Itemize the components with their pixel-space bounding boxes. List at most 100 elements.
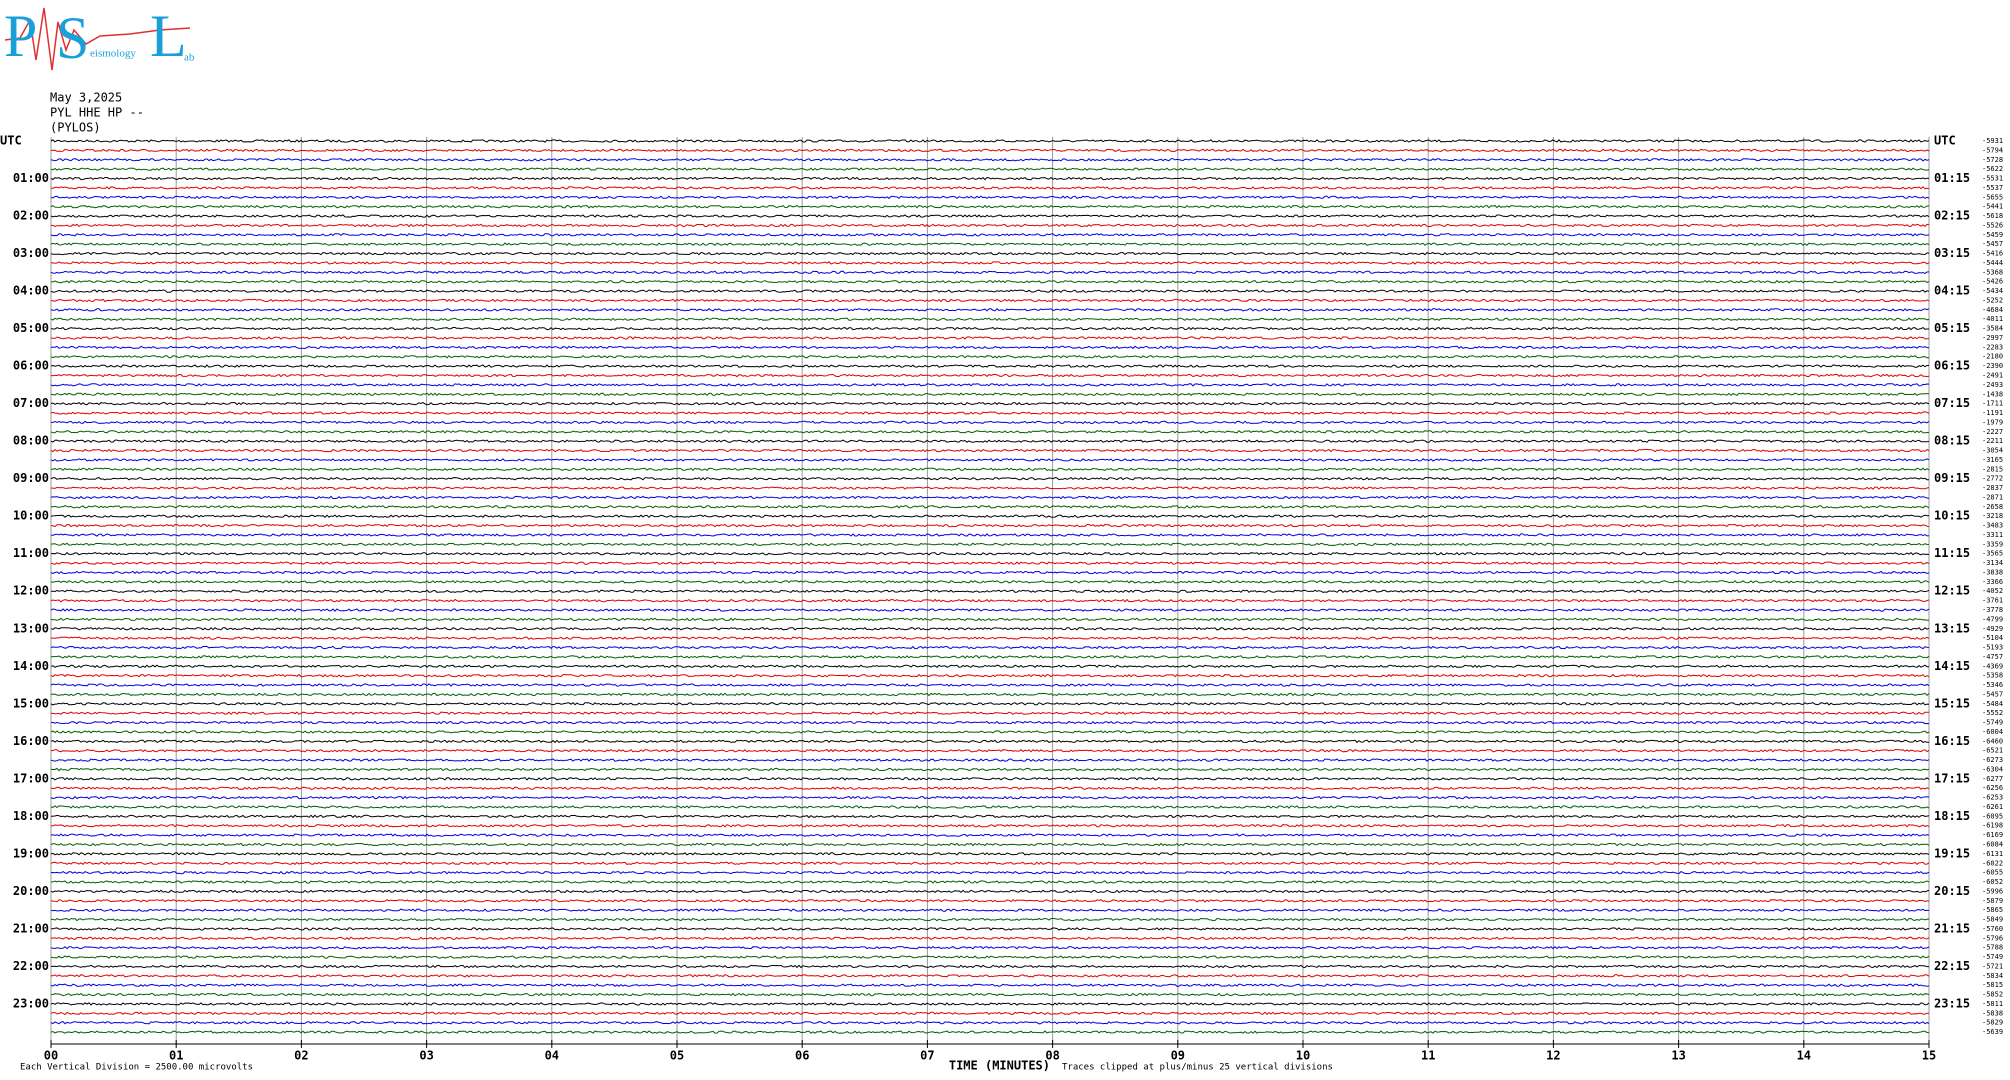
trace	[50, 167, 1930, 171]
trace	[50, 711, 1930, 716]
trace	[50, 702, 1930, 706]
hour-label-right: 09:15	[1934, 471, 1970, 485]
hour-label: 04:00	[13, 284, 49, 298]
trace	[50, 495, 1930, 500]
trace-offset: -3838	[1982, 568, 2003, 576]
trace	[50, 795, 1930, 800]
trace-offset: -5852	[1982, 991, 2003, 999]
trace	[50, 336, 1930, 340]
trace	[50, 655, 1930, 659]
trace	[50, 870, 1930, 875]
trace-offset: -5484	[1982, 700, 2003, 708]
trace-offset: -6004	[1982, 728, 2003, 736]
trace	[50, 945, 1930, 950]
trace	[50, 354, 1930, 359]
trace-offset: -6277	[1982, 775, 2003, 783]
x-tick-label: 00	[44, 1049, 58, 1063]
x-tick-label: 05	[670, 1049, 684, 1063]
trace	[50, 214, 1930, 218]
logo-letter: S	[56, 5, 89, 71]
hour-label-right: 23:15	[1934, 996, 1970, 1010]
trace	[50, 889, 1930, 894]
trace-offset: -2283	[1982, 343, 2003, 351]
trace	[50, 758, 1930, 762]
trace	[50, 514, 1930, 518]
trace	[50, 1002, 1930, 1006]
trace	[50, 645, 1930, 650]
trace-offset: -5622	[1982, 165, 2003, 173]
trace-offset: -6095	[1982, 812, 2003, 820]
trace-offset: -3761	[1982, 597, 2003, 605]
hour-label: 12:00	[13, 584, 49, 598]
trace-offset: -5459	[1982, 231, 2003, 239]
trace	[50, 626, 1930, 631]
trace-offset: -5834	[1982, 972, 2003, 980]
x-tick-label: 04	[545, 1049, 559, 1063]
scale-note: Each Vertical Division = 2500.00 microvo…	[20, 1063, 253, 1073]
trace-offset: -6055	[1982, 869, 2003, 877]
trace	[51, 420, 1930, 425]
hour-label: 16:00	[13, 734, 49, 748]
hour-label-right: 07:15	[1934, 396, 1970, 410]
trace	[50, 204, 1930, 209]
site: (PYLOS)	[50, 121, 101, 135]
trace	[50, 908, 1930, 913]
hour-label: UTC	[0, 134, 22, 148]
trace-offset: -3134	[1982, 559, 2003, 567]
x-tick-label: 14	[1797, 1049, 1811, 1063]
trace	[50, 805, 1930, 809]
hour-label: 02:00	[13, 209, 49, 223]
x-tick-label: 12	[1546, 1049, 1560, 1063]
trace	[51, 148, 1930, 153]
logo-wave	[4, 7, 191, 71]
trace-offset: -5749	[1982, 719, 2003, 727]
trace	[50, 317, 1930, 322]
trace-offset: -5457	[1982, 240, 2003, 248]
trace	[50, 570, 1930, 575]
trace	[50, 326, 1929, 331]
hour-label-right: 17:15	[1934, 771, 1970, 785]
trace-offset: -5639	[1982, 1028, 2003, 1036]
trace	[50, 476, 1929, 481]
trace-offset: -3565	[1982, 550, 2003, 558]
trace-offset: -6261	[1982, 803, 2003, 811]
hour-label: 11:00	[13, 546, 49, 560]
trace	[50, 298, 1930, 303]
hour-label-right: 19:15	[1934, 846, 1970, 860]
trace-offset: -6253	[1982, 794, 2003, 802]
trace	[50, 617, 1930, 622]
trace-offset: -6460	[1982, 737, 2003, 745]
trace	[50, 786, 1930, 791]
trace-offset: -1191	[1982, 409, 2003, 417]
trace	[50, 608, 1930, 612]
trace-offset: -5760	[1982, 925, 2003, 933]
trace-offset: -6273	[1982, 756, 2003, 764]
trace-offset: -2211	[1982, 437, 2003, 445]
trace-offset: -2815	[1982, 465, 2003, 473]
trace	[50, 955, 1930, 959]
trace-offset: -5655	[1982, 193, 2003, 201]
hour-label: 09:00	[13, 471, 49, 485]
hour-label: 14:00	[13, 659, 49, 673]
trace	[50, 523, 1930, 528]
trace-offset: -4369	[1982, 662, 2003, 670]
x-tick-label: 03	[419, 1049, 433, 1063]
hour-label-right: 10:15	[1934, 509, 1970, 523]
trace-offset: -5358	[1982, 672, 2003, 680]
trace-offset: -1438	[1982, 390, 2003, 398]
trace-offset: -5537	[1982, 184, 2003, 192]
hour-label: 13:00	[13, 621, 49, 635]
trace	[51, 636, 1930, 640]
trace-offset: -3359	[1982, 540, 2003, 548]
trace	[50, 411, 1930, 415]
hour-label-right: 15:15	[1934, 696, 1970, 710]
trace-offset: -5526	[1982, 221, 2003, 229]
logo-small: eismology	[90, 48, 136, 60]
trace-offset: -6169	[1982, 831, 2003, 839]
trace-offset: -4684	[1982, 306, 2003, 314]
trace-offset: -5252	[1982, 296, 2003, 304]
trace-offset: -2997	[1982, 334, 2003, 342]
hour-label: 10:00	[13, 509, 49, 523]
trace-offset: -5441	[1982, 203, 2003, 211]
trace-offset: -5796	[1982, 934, 2003, 942]
